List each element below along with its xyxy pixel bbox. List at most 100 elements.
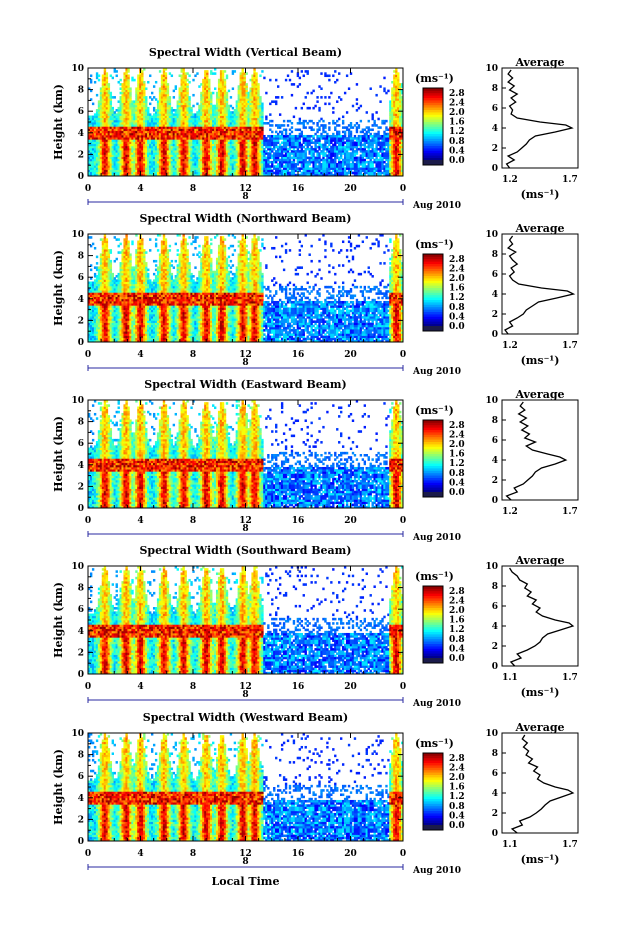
heatmap-cell xyxy=(116,74,118,77)
heatmap-cell xyxy=(332,107,334,110)
heatmap-cell xyxy=(259,74,261,77)
heatmap-cell xyxy=(153,85,155,88)
heatmap-cell xyxy=(232,87,234,90)
heatmap-cell xyxy=(285,79,287,82)
heatmap-cell xyxy=(312,122,314,125)
heatmap-cell xyxy=(149,74,151,77)
heatmap-cell xyxy=(334,70,336,73)
heatmap-cell xyxy=(307,92,309,95)
heatmap-cell xyxy=(263,77,265,80)
heatmap-cell xyxy=(116,70,118,73)
heatmap-cell xyxy=(320,72,322,75)
heatmap-cell xyxy=(145,87,147,90)
heatmap-cell xyxy=(155,81,157,84)
heatmap-cell xyxy=(212,92,214,95)
heatmap-cell xyxy=(192,105,194,108)
heatmap-cell xyxy=(98,74,100,77)
heatmap-cell xyxy=(147,107,149,110)
heatmap-cell xyxy=(188,96,190,99)
heatmap-cell xyxy=(293,116,295,119)
heatmap-cell xyxy=(291,126,293,129)
heatmap-cell xyxy=(322,120,324,123)
heatmap-cell xyxy=(98,79,100,82)
heatmap-cell xyxy=(261,103,263,106)
heatmap-cell xyxy=(114,96,116,99)
heatmap-cell xyxy=(291,131,293,134)
heatmap-cell xyxy=(159,70,161,73)
heatmap-cell xyxy=(145,96,147,99)
heatmap-cell xyxy=(275,79,277,82)
heatmap-cell xyxy=(226,74,228,77)
heatmap-cell xyxy=(192,94,194,97)
heatmap-cell xyxy=(338,124,340,127)
heatmap-cells xyxy=(88,68,403,176)
heatmap-cell xyxy=(147,81,149,84)
heatmap-cell xyxy=(175,85,177,88)
heatmap-cell xyxy=(208,79,210,82)
heatmap-cell xyxy=(324,124,326,127)
heatmap-cell xyxy=(305,126,307,129)
heatmap-cell xyxy=(261,70,263,73)
heatmap-cell xyxy=(303,74,305,77)
heatmap-cell xyxy=(316,100,318,103)
heatmap-cell xyxy=(120,79,122,82)
heatmap-cell xyxy=(129,87,131,90)
heatmap-cell xyxy=(133,79,135,82)
heatmap-cell xyxy=(246,83,248,86)
heatmap-cell xyxy=(265,116,267,119)
heatmap-cell xyxy=(324,103,326,106)
heatmap-cell xyxy=(149,103,151,106)
heatmap-cell xyxy=(328,74,330,77)
heatmap-cell xyxy=(301,131,303,134)
chart-title: Spectral Width (Vertical Beam) xyxy=(149,46,342,59)
heatmap-cell xyxy=(214,87,216,90)
heatmap-cell xyxy=(94,81,96,84)
heatmap-cell xyxy=(188,74,190,77)
heatmap-cell xyxy=(90,74,92,77)
heatmap-cell xyxy=(188,81,190,84)
heatmap-cell xyxy=(106,72,108,75)
heatmap-cell xyxy=(265,92,267,95)
heatmap-cell xyxy=(299,77,301,80)
heatmap-cell xyxy=(143,81,145,84)
heatmap-cell xyxy=(283,120,285,123)
heatmap-cell xyxy=(328,126,330,129)
heatmap-cell xyxy=(271,131,273,134)
heatmap-cell xyxy=(234,70,236,73)
heatmap-cell xyxy=(259,96,261,99)
heatmap-cell xyxy=(151,92,153,95)
heatmap-cell xyxy=(320,87,322,90)
heatmap-cell xyxy=(293,83,295,86)
heatmap-cell xyxy=(112,77,114,80)
heatmap-cell xyxy=(301,107,303,110)
heatmap-cell xyxy=(224,70,226,73)
heatmap-cell xyxy=(328,79,330,82)
heatmap-cell xyxy=(192,79,194,82)
heatmap-cell xyxy=(338,131,340,134)
heatmap-cell xyxy=(332,74,334,77)
heatmap-cell xyxy=(206,70,208,73)
heatmap-cell xyxy=(330,92,332,95)
heatmap-cell xyxy=(336,100,338,103)
heatmap-cell xyxy=(287,74,289,77)
heatmap-cell xyxy=(291,122,293,125)
heatmap-cell xyxy=(255,72,257,75)
heatmap-cell xyxy=(271,120,273,123)
heatmap-cell xyxy=(171,74,173,77)
heatmap-cell xyxy=(320,96,322,99)
heatmap-cell xyxy=(338,118,340,121)
heatmap-cell xyxy=(314,105,316,108)
heatmap-cell xyxy=(228,90,230,93)
heatmap-cell xyxy=(96,94,98,97)
heatmap-cell xyxy=(324,96,326,99)
heatmap-cell xyxy=(291,70,293,73)
heatmap-cell xyxy=(108,83,110,86)
heatmap-cell xyxy=(338,72,340,75)
heatmap-cell xyxy=(271,124,273,127)
heatmap-cell xyxy=(309,107,311,110)
heatmap-cell xyxy=(312,90,314,93)
heatmap-cell xyxy=(169,96,171,99)
